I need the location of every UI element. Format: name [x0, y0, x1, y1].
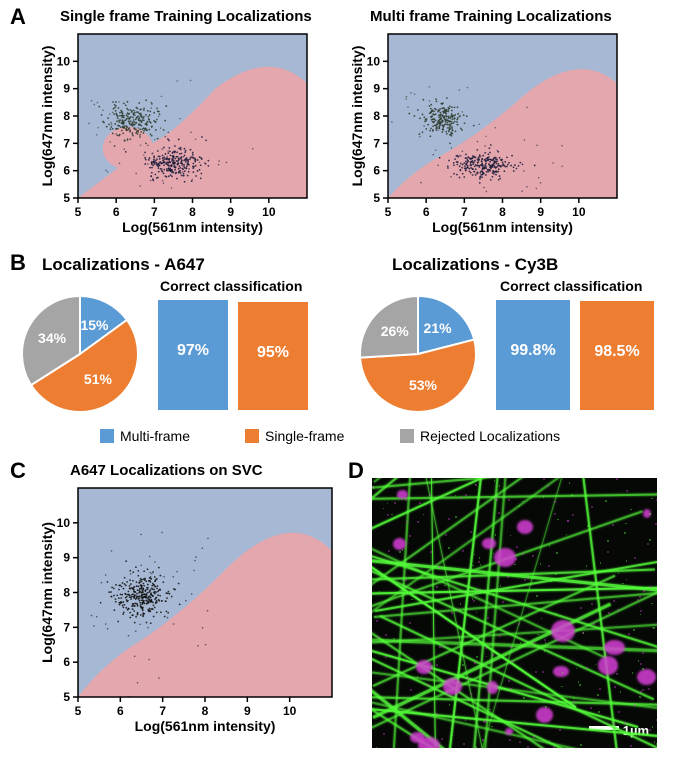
pie-slice-label: 53% — [409, 377, 437, 393]
panel-b-right-title: Localizations - Cy3B — [392, 255, 558, 275]
legend-text: Multi-frame — [120, 428, 190, 444]
legend-rejected: Rejected Localizations — [400, 428, 560, 444]
legend-swatch-single — [245, 429, 259, 443]
svg-text:Log(561nm intensity): Log(561nm intensity) — [135, 718, 276, 734]
bar-value: 97% — [158, 342, 228, 360]
svg-text:Log(561nm intensity): Log(561nm intensity) — [432, 219, 573, 235]
svg-text:5: 5 — [63, 690, 70, 704]
svg-text:Log(647nm intensity): Log(647nm intensity) — [40, 522, 55, 663]
svg-text:6: 6 — [113, 205, 120, 219]
svg-text:Log(647nm intensity): Log(647nm intensity) — [40, 46, 55, 187]
panel-b-right-bar-multi: 99.8% — [496, 300, 570, 410]
legend-swatch-rejected — [400, 429, 414, 443]
pie-slice-label: 26% — [381, 323, 409, 339]
svg-text:5: 5 — [385, 205, 392, 219]
svg-text:10: 10 — [262, 205, 276, 219]
svg-text:7: 7 — [159, 704, 166, 718]
svg-text:7: 7 — [461, 205, 468, 219]
svg-text:8: 8 — [63, 109, 70, 123]
panel-b-left-title: Localizations - A647 — [42, 255, 205, 275]
panel-a-right-title: Multi frame Training Localizations — [370, 8, 612, 25]
pie-slice-label: 34% — [38, 330, 66, 346]
svg-text:5: 5 — [373, 191, 380, 205]
panel-b-right-pie — [356, 292, 481, 417]
svg-text:7: 7 — [63, 620, 70, 634]
svg-text:8: 8 — [189, 205, 196, 219]
svg-text:7: 7 — [151, 205, 158, 219]
bar-value: 98.5% — [580, 343, 654, 361]
svg-text:9: 9 — [63, 82, 70, 96]
panel-c-label: C — [10, 458, 26, 484]
svg-text:8: 8 — [63, 586, 70, 600]
svg-text:9: 9 — [537, 205, 544, 219]
legend-swatch-multi — [100, 429, 114, 443]
svg-text:9: 9 — [63, 551, 70, 565]
svg-text:6: 6 — [423, 205, 430, 219]
panel-d-label: D — [348, 458, 364, 484]
legend-multi: Multi-frame — [100, 428, 190, 444]
bar-value: 95% — [238, 344, 308, 362]
panel-a-right-chart: 56789105678910Log(561nm intensity)Log(64… — [350, 28, 625, 238]
panel-c-title: A647 Localizations on SVC — [70, 462, 263, 479]
legend-single: Single-frame — [245, 428, 344, 444]
panel-b-label: B — [10, 250, 26, 276]
svg-text:5: 5 — [75, 205, 82, 219]
panel-d-micrograph: 1µm — [372, 478, 657, 748]
svg-text:8: 8 — [373, 109, 380, 123]
svg-text:9: 9 — [373, 82, 380, 96]
svg-text:9: 9 — [244, 704, 251, 718]
svg-text:Log(647nm intensity): Log(647nm intensity) — [350, 46, 365, 187]
svg-text:5: 5 — [63, 191, 70, 205]
svg-text:7: 7 — [63, 136, 70, 150]
svg-text:6: 6 — [63, 655, 70, 669]
legend-text: Single-frame — [265, 428, 344, 444]
panel-b-left-pie — [18, 292, 143, 417]
pie-slice-label: 21% — [424, 320, 452, 336]
svg-text:6: 6 — [63, 164, 70, 178]
panel-b-left-bar-single: 95% — [238, 302, 308, 410]
svg-text:6: 6 — [117, 704, 124, 718]
pie-slice-label: 15% — [80, 317, 108, 333]
legend-text: Rejected Localizations — [420, 428, 560, 444]
panel-c-chart: 5 6 7 8 9 10 5 6 7 8 9 10 Log(561nm intensity) Log(64… — [40, 482, 340, 737]
svg-text:7: 7 — [373, 136, 380, 150]
svg-text:6: 6 — [373, 164, 380, 178]
svg-text:10: 10 — [283, 704, 297, 718]
panel-b-right-bar-single: 98.5% — [580, 301, 654, 410]
svg-text:10: 10 — [367, 54, 381, 68]
panel-a-left-chart: 56789105678910Log(561nm intensity)Log(64… — [40, 28, 315, 238]
svg-text:9: 9 — [227, 205, 234, 219]
svg-text:5: 5 — [75, 704, 82, 718]
svg-text:8: 8 — [499, 205, 506, 219]
pie-slice-label: 51% — [84, 371, 112, 387]
panel-b-left-bar-multi: 97% — [158, 300, 228, 410]
panel-a-left-title: Single frame Training Localizations — [60, 8, 312, 25]
svg-text:10: 10 — [57, 54, 71, 68]
panel-b-right-subtitle: Correct classification — [500, 278, 642, 294]
svg-text:10: 10 — [57, 516, 71, 530]
bar-value: 99.8% — [496, 342, 570, 360]
svg-text:Log(561nm intensity): Log(561nm intensity) — [122, 219, 263, 235]
panel-a-label: A — [10, 4, 26, 30]
svg-text:10: 10 — [572, 205, 586, 219]
panel-b-left-subtitle: Correct classification — [160, 278, 302, 294]
svg-text:8: 8 — [202, 704, 209, 718]
